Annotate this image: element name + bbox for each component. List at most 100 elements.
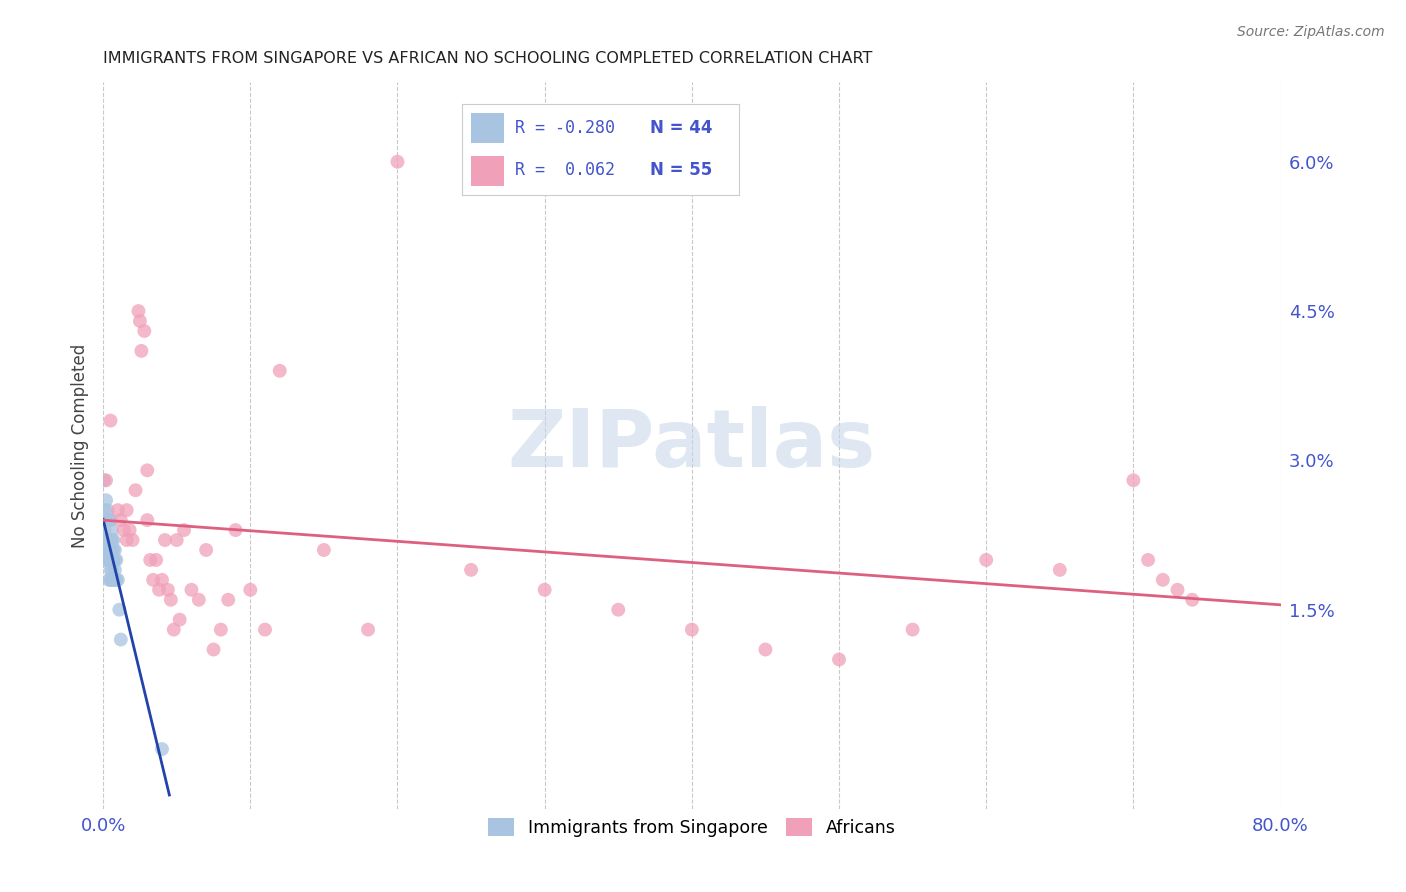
- Point: [173, 523, 195, 537]
- Point: [98, 533, 121, 547]
- Point: [187, 592, 209, 607]
- Point: [253, 623, 276, 637]
- Point: [107, 503, 129, 517]
- Point: [112, 523, 135, 537]
- Point: [101, 533, 124, 547]
- Point: [1049, 563, 1071, 577]
- Legend: Immigrants from Singapore, Africans: Immigrants from Singapore, Africans: [481, 811, 903, 844]
- Point: [94, 513, 117, 527]
- Point: [901, 623, 924, 637]
- Point: [96, 503, 118, 517]
- Point: [100, 533, 122, 547]
- Point: [94, 473, 117, 487]
- Point: [100, 543, 122, 558]
- Point: [145, 553, 167, 567]
- Point: [104, 553, 127, 567]
- Point: [108, 603, 131, 617]
- Point: [202, 642, 225, 657]
- Point: [107, 573, 129, 587]
- Point: [239, 582, 262, 597]
- Point: [100, 553, 122, 567]
- Point: [94, 553, 117, 567]
- Point: [105, 553, 128, 567]
- Point: [100, 413, 122, 427]
- Point: [136, 513, 159, 527]
- Point: [195, 543, 218, 558]
- Point: [139, 553, 162, 567]
- Point: [115, 503, 138, 517]
- Point: [118, 523, 141, 537]
- Point: [150, 742, 173, 756]
- Point: [150, 573, 173, 587]
- Y-axis label: No Schooling Completed: No Schooling Completed: [72, 343, 89, 548]
- Point: [1167, 582, 1189, 597]
- Point: [129, 314, 152, 328]
- Point: [127, 304, 149, 318]
- Point: [166, 533, 188, 547]
- Point: [142, 573, 165, 587]
- Point: [100, 563, 122, 577]
- Point: [134, 324, 156, 338]
- Point: [98, 543, 121, 558]
- Text: ZIPatlas: ZIPatlas: [508, 407, 876, 484]
- Point: [103, 573, 125, 587]
- Point: [100, 573, 122, 587]
- Point: [96, 533, 118, 547]
- Point: [94, 533, 117, 547]
- Point: [104, 573, 127, 587]
- Point: [269, 364, 291, 378]
- Point: [110, 632, 132, 647]
- Point: [180, 582, 202, 597]
- Point: [163, 623, 186, 637]
- Point: [153, 533, 176, 547]
- Point: [103, 533, 125, 547]
- Text: IMMIGRANTS FROM SINGAPORE VS AFRICAN NO SCHOOLING COMPLETED CORRELATION CHART: IMMIGRANTS FROM SINGAPORE VS AFRICAN NO …: [103, 51, 873, 66]
- Point: [357, 623, 380, 637]
- Point: [101, 553, 124, 567]
- Point: [100, 513, 122, 527]
- Point: [121, 533, 143, 547]
- Point: [93, 503, 115, 517]
- Point: [101, 543, 124, 558]
- Point: [607, 603, 630, 617]
- Point: [1181, 592, 1204, 607]
- Point: [105, 573, 128, 587]
- Point: [96, 553, 118, 567]
- Point: [131, 343, 153, 358]
- Point: [103, 553, 125, 567]
- Point: [460, 563, 482, 577]
- Point: [98, 573, 121, 587]
- Point: [828, 652, 851, 666]
- Point: [169, 613, 191, 627]
- Point: [94, 493, 117, 508]
- Point: [104, 563, 127, 577]
- Point: [96, 543, 118, 558]
- Point: [101, 523, 124, 537]
- Point: [104, 543, 127, 558]
- Point: [160, 592, 183, 607]
- Point: [217, 592, 239, 607]
- Point: [101, 573, 124, 587]
- Point: [1122, 473, 1144, 487]
- Point: [98, 553, 121, 567]
- Point: [94, 533, 117, 547]
- Point: [1152, 573, 1174, 587]
- Point: [110, 513, 132, 527]
- Point: [974, 553, 997, 567]
- Point: [103, 543, 125, 558]
- Point: [93, 523, 115, 537]
- Point: [209, 623, 232, 637]
- Point: [387, 154, 409, 169]
- Point: [98, 513, 121, 527]
- Point: [1137, 553, 1160, 567]
- Point: [93, 473, 115, 487]
- Point: [115, 533, 138, 547]
- Point: [148, 582, 170, 597]
- Point: [225, 523, 247, 537]
- Text: Source: ZipAtlas.com: Source: ZipAtlas.com: [1237, 25, 1385, 39]
- Point: [156, 582, 179, 597]
- Point: [312, 543, 335, 558]
- Point: [124, 483, 146, 498]
- Point: [754, 642, 776, 657]
- Point: [96, 513, 118, 527]
